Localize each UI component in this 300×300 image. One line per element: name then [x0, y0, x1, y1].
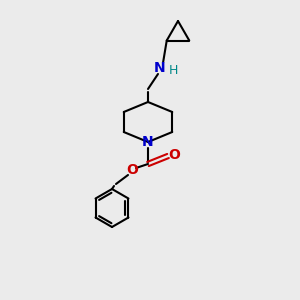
- Text: H: H: [168, 64, 178, 77]
- Text: N: N: [154, 61, 166, 75]
- Text: N: N: [142, 135, 154, 149]
- Text: O: O: [126, 163, 138, 177]
- Text: O: O: [168, 148, 180, 162]
